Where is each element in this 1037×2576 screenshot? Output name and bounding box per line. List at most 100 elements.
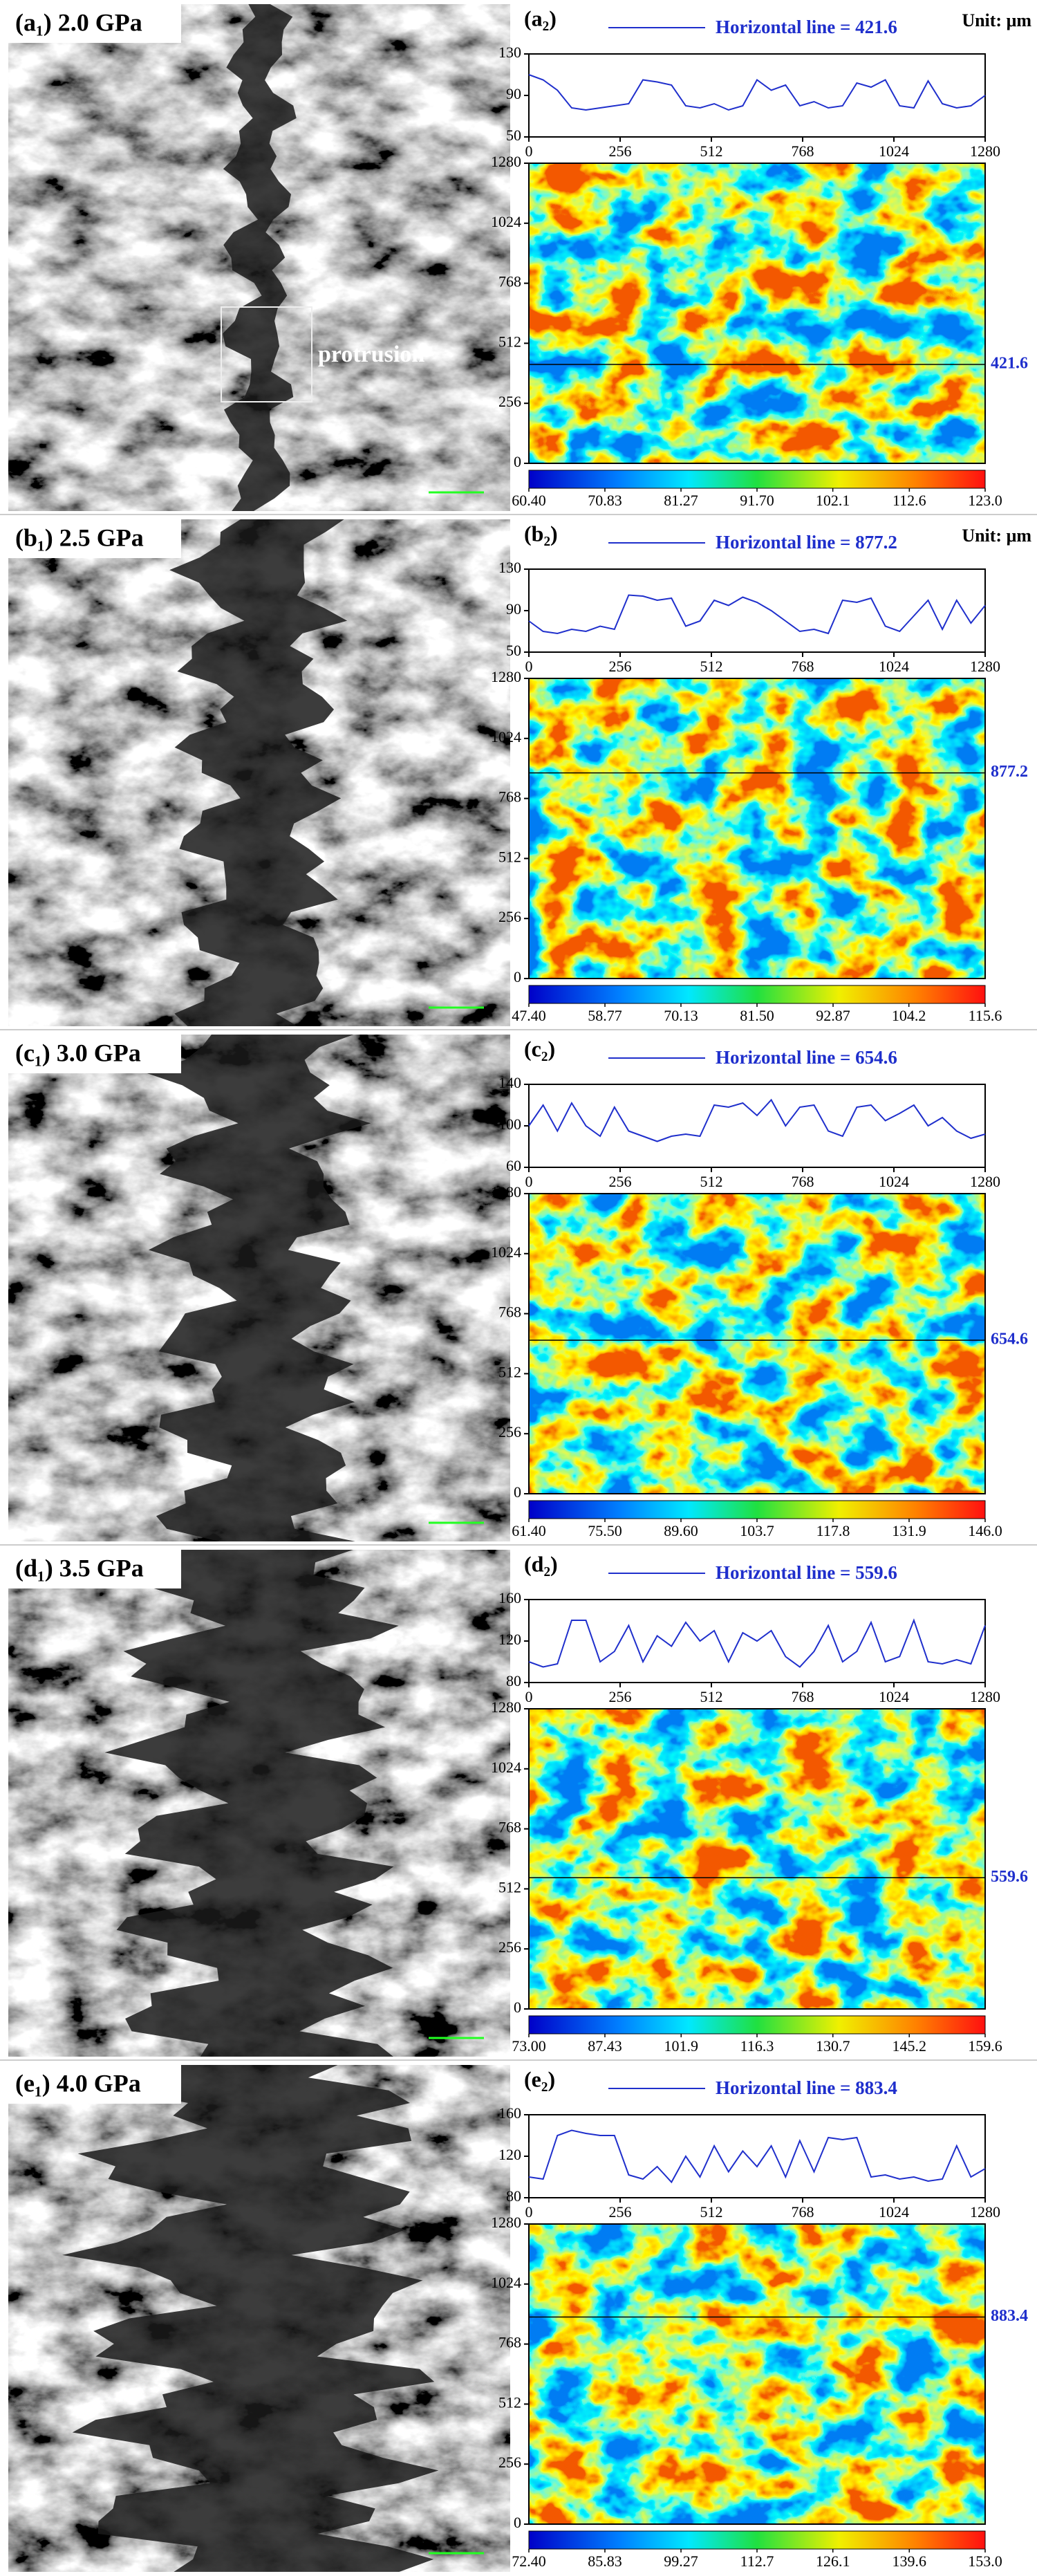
- x-tick-label: 256: [609, 658, 632, 675]
- profile-line: [528, 2129, 986, 2184]
- x-tick-label: 0: [525, 1173, 533, 1190]
- heatmap: [529, 678, 985, 979]
- y-tick-label: 120: [498, 1631, 521, 1648]
- colorbar-tick-label: 85.83: [588, 2552, 622, 2570]
- y-tick-label: 80: [506, 2187, 521, 2205]
- chart-label: (e₂): [524, 2066, 555, 2091]
- y-tick-label: 0: [514, 1999, 521, 2016]
- x-tick-label: 1280: [970, 1173, 1000, 1190]
- y-tick-label: 1024: [491, 2274, 521, 2291]
- x-tick-label: 512: [700, 2203, 723, 2221]
- colorbar: [528, 2530, 986, 2550]
- colorbar-tick-label: 131.9: [892, 1522, 926, 1539]
- y-tick-label: 512: [498, 1363, 521, 1380]
- heatmap-frame: [528, 1193, 986, 1494]
- x-tick-label: 1280: [970, 658, 1000, 675]
- legend-label: Horizontal line = 877.2: [716, 532, 897, 553]
- profile-line: [528, 594, 986, 635]
- wear-track: [144, 1035, 371, 1541]
- colorbar-tick-label: 73.00: [512, 2037, 546, 2055]
- colorbar-tick-label: 81.50: [740, 1007, 774, 1024]
- colorbar: [528, 2015, 986, 2035]
- y-tick-label: 1024: [491, 1759, 521, 1776]
- x-tick-label: 512: [700, 658, 723, 675]
- colorbar-tick-label: 70.83: [588, 492, 622, 509]
- heatmap: [529, 163, 985, 463]
- protrusion-box: [221, 306, 312, 402]
- chart-label: (d₂): [524, 1551, 558, 1576]
- x-tick-label: 0: [525, 1688, 533, 1705]
- colorbar-tick-label: 104.2: [892, 1007, 926, 1024]
- y-tick-label: 512: [498, 2393, 521, 2411]
- y-tick-label: 768: [498, 2334, 521, 2351]
- colorbar-tick-label: 58.77: [588, 1007, 622, 1024]
- label-box: [8, 519, 181, 558]
- annotation: protrusion: [318, 342, 424, 367]
- chart-label: (a₂): [524, 6, 557, 30]
- x-tick-label: 0: [525, 142, 533, 160]
- x-tick-label: 768: [792, 142, 814, 160]
- colorbar-tick-label: 117.8: [816, 1522, 850, 1539]
- colorbar-tick-label: 146.0: [968, 1522, 1002, 1539]
- x-tick-label: 1024: [879, 142, 909, 160]
- heatmap-frame: [528, 678, 986, 979]
- micrograph-label: (b₁) 2.5 GPa: [15, 523, 144, 551]
- heatmap-frame: [528, 2223, 986, 2525]
- x-tick-label: 768: [792, 1688, 814, 1705]
- colorbar-tick-label: 91.70: [740, 492, 774, 509]
- chart-label: (b₂): [524, 521, 558, 546]
- y-tick-label: 0: [514, 968, 521, 985]
- y-tick-label: 0: [514, 2514, 521, 2531]
- legend-label: Horizontal line = 654.6: [716, 1047, 897, 1068]
- line-position-label: 421.6: [991, 355, 1028, 373]
- colorbar: [528, 1500, 986, 1519]
- colorbar-tick-label: 70.13: [664, 1007, 698, 1024]
- y-tick-label: 256: [498, 2454, 521, 2471]
- wear-track: [104, 1550, 399, 2057]
- micrograph-label: (d₁) 3.5 GPa: [15, 1554, 144, 1582]
- colorbar-tick-label: 81.27: [664, 492, 698, 509]
- label-box: [8, 4, 181, 43]
- y-tick-label: 512: [498, 1878, 521, 1896]
- colorbar-tick-label: 92.87: [816, 1007, 850, 1024]
- y-tick-label: 100: [498, 1115, 521, 1133]
- x-tick-label: 1024: [879, 2203, 909, 2221]
- x-tick-label: 768: [792, 658, 814, 675]
- heatmap: [529, 1709, 985, 2009]
- y-tick-label: 256: [498, 1938, 521, 1956]
- unit-label: Unit: μm: [962, 10, 1031, 30]
- line-position-label: 883.4: [991, 2307, 1028, 2325]
- wear-track: [169, 519, 348, 1026]
- heatmap: [529, 1194, 985, 1494]
- x-tick-label: 0: [525, 658, 533, 675]
- y-tick-label: 1024: [491, 213, 521, 230]
- y-tick-label: 1024: [491, 1243, 521, 1261]
- plot-frame: [528, 1084, 986, 1168]
- y-tick-label: 60: [506, 1157, 521, 1174]
- colorbar-tick-label: 60.40: [512, 492, 546, 509]
- y-tick-label: 256: [498, 1423, 521, 1440]
- y-tick-label: 140: [498, 1074, 521, 1091]
- colorbar: [528, 470, 986, 489]
- y-tick-label: 512: [498, 333, 521, 350]
- y-tick-label: 256: [498, 393, 521, 410]
- y-tick-label: 160: [498, 2104, 521, 2122]
- legend-label: Horizontal line = 559.6: [716, 1562, 897, 1583]
- y-tick-label: 512: [498, 848, 521, 865]
- legend-label: Horizontal line = 883.4: [716, 2077, 897, 2098]
- y-tick-label: 1280: [491, 1183, 521, 1201]
- y-tick-label: 0: [514, 1483, 521, 1501]
- heatmap-frame: [528, 163, 986, 464]
- colorbar-tick-label: 99.27: [664, 2552, 698, 2570]
- y-tick-label: 1280: [491, 668, 521, 685]
- line-position-label: 877.2: [991, 763, 1028, 781]
- x-tick-label: 256: [609, 142, 632, 160]
- x-tick-label: 1024: [879, 1688, 909, 1705]
- y-tick-label: 768: [498, 1819, 521, 1836]
- colorbar-tick-label: 87.43: [588, 2037, 622, 2055]
- colorbar-tick-label: 115.6: [969, 1007, 1002, 1024]
- colorbar: [528, 985, 986, 1004]
- y-tick-label: 1024: [491, 728, 521, 745]
